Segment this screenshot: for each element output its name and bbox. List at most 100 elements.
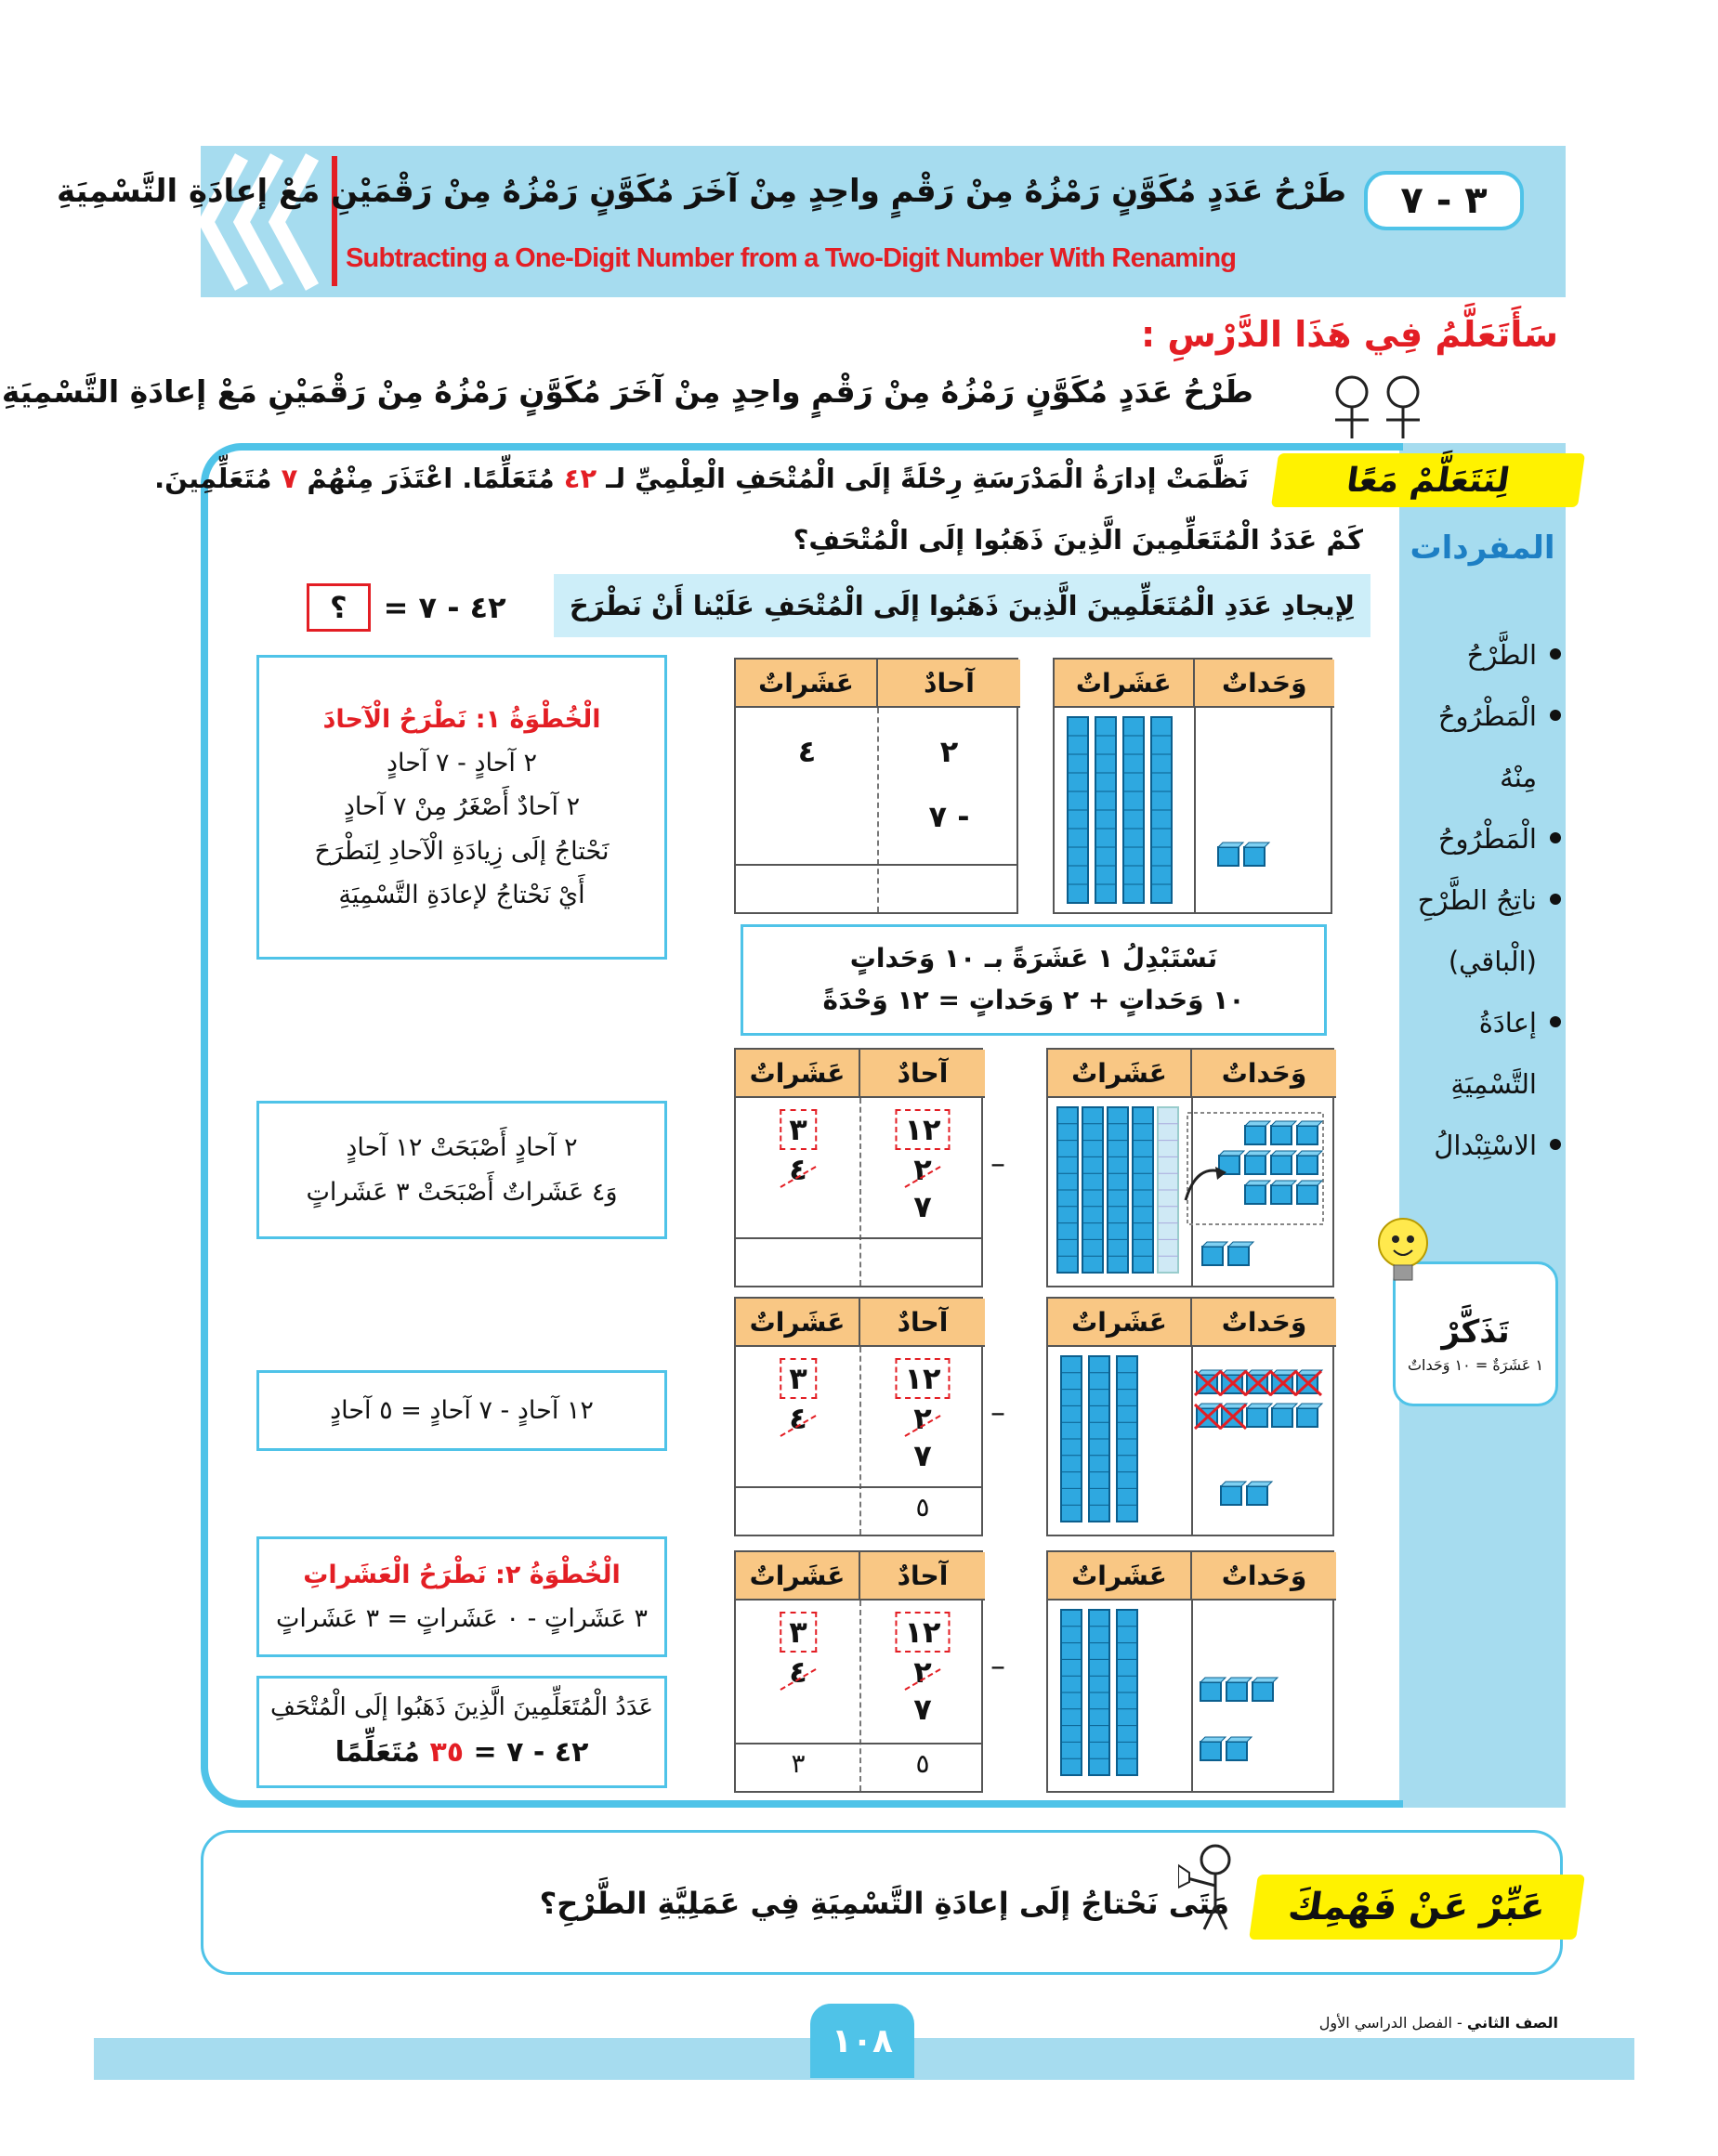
cube-top bbox=[1243, 1150, 1272, 1156]
cube-top bbox=[1225, 1677, 1253, 1683]
explanation-line: ٣ عَشَراتٍ - ٠ عَشَراتٍ = ٣ عَشَراتٍ bbox=[275, 1604, 649, 1633]
vocabulary-term: ناتِجُ الطَّرْحِ (الْباقي) bbox=[1417, 884, 1537, 977]
problem-text: نَظَّمَتْ إدارَةُ الْمَدْرَسَةِ رِحْلَةً… bbox=[154, 463, 1249, 494]
megaphone bbox=[1178, 1863, 1190, 1889]
blocks bbox=[1060, 1609, 1279, 1776]
cross-mark bbox=[1193, 1403, 1223, 1431]
icon-head bbox=[1386, 375, 1420, 409]
explanation-line: وَ٤ عَشَراتٌ أَصْبَحَتْ ٣ عَشَراتٍ bbox=[306, 1177, 618, 1207]
chevron bbox=[268, 153, 320, 291]
explanation-line: ٢ آحادٌ أَصْغَرُ مِنْ ٧ آحادٍ bbox=[343, 792, 581, 822]
cube-top bbox=[1199, 1736, 1227, 1743]
unit-cube bbox=[1244, 1125, 1266, 1145]
vocabulary-term: الْمَطْرُوحُ bbox=[1437, 823, 1537, 855]
bullet bbox=[1550, 832, 1561, 843]
cube-top bbox=[1216, 842, 1245, 848]
place-value-table: عَشَراتٌ آحادٌ ٣ ١٢ ٤ ٢ ٧ bbox=[734, 1048, 985, 1287]
icon-head bbox=[1335, 375, 1369, 409]
explanation-line: ٢ آحادٍ - ٧ آحادٍ bbox=[387, 749, 537, 778]
bullet bbox=[1550, 1139, 1561, 1150]
subtrahend: ٧ bbox=[913, 1692, 932, 1727]
vocabulary-item: إعادَةُ التَّسْمِيَةِ bbox=[1405, 992, 1561, 1115]
remember-heading: تَذَكَّرْ bbox=[1441, 1313, 1510, 1351]
explanation-box: ٢ آحادٍ أَصْبَحَتْ ١٢ آحادٍ وَ٤ عَشَراتٌ … bbox=[256, 1101, 667, 1239]
result-tens: ٣ bbox=[791, 1748, 806, 1779]
equation: ٤٢ - ٧ = ؟ bbox=[307, 583, 506, 632]
page-number: ١٠٨ bbox=[810, 2004, 914, 2078]
table-header: آحادٌ bbox=[878, 660, 1020, 708]
lesson-title-english: Subtracting a One-Digit Number from a Tw… bbox=[346, 243, 1237, 273]
blocks bbox=[1056, 1106, 1324, 1274]
column-divider bbox=[859, 1098, 861, 1286]
renamed-tens: ٣ bbox=[780, 1109, 817, 1150]
crossed-ones: ٢ bbox=[913, 1152, 932, 1187]
vocabulary-heading: المفردات bbox=[1410, 529, 1555, 567]
table-header: عَشَراتٌ bbox=[736, 1050, 860, 1098]
result-ones: ٥ bbox=[915, 1748, 930, 1779]
base-ten-figure: عَشَراتٌ وَحَداتٌ bbox=[1046, 1550, 1336, 1793]
cube-top bbox=[1245, 1403, 1274, 1409]
footer-text: الصف الثاني - الفصل الدراسي الأول bbox=[1319, 2014, 1558, 2032]
figure-header: وَحَداتٌ bbox=[1192, 1299, 1336, 1347]
icon-head bbox=[1200, 1844, 1231, 1875]
base-ten-figure: عَشَراتٌ وَحَداتٌ bbox=[1046, 1048, 1336, 1287]
cross-mark bbox=[1243, 1369, 1273, 1397]
text-segment: ٣٥ bbox=[429, 1736, 465, 1769]
unit-cube bbox=[1296, 1407, 1318, 1428]
cube-top bbox=[1217, 1150, 1246, 1156]
bullet bbox=[1550, 1016, 1561, 1027]
unit-cube bbox=[1217, 846, 1239, 867]
operator: – bbox=[990, 1394, 1005, 1430]
unit-cube bbox=[1243, 846, 1266, 867]
equation-text: ٤٢ - ٧ = bbox=[383, 590, 506, 625]
icon-body bbox=[1187, 1874, 1228, 1930]
cube-top bbox=[1270, 1403, 1299, 1409]
figure-header: وَحَداتٌ bbox=[1194, 660, 1334, 708]
blocks bbox=[1060, 1355, 1324, 1522]
column-divider bbox=[859, 1601, 861, 1791]
answer-equation: ٤٢ - ٧ = ٣٥ مُتَعَلِّمًا bbox=[335, 1729, 589, 1778]
unit-cube bbox=[1200, 1681, 1222, 1702]
unit-cube bbox=[1270, 1125, 1292, 1145]
cube-top bbox=[1243, 1120, 1272, 1127]
figure-header: وَحَداتٌ bbox=[1192, 1552, 1336, 1601]
header-accent bbox=[332, 156, 337, 286]
explanation-box: الْخُطْوَةُ ٢: نَطْرَحُ الْعَشَراتِ ٣ عَش… bbox=[256, 1536, 667, 1657]
cube-top bbox=[1200, 1241, 1229, 1248]
crossed-ones: ٢ bbox=[913, 1654, 932, 1690]
cube-top bbox=[1243, 1180, 1272, 1186]
renamed-tens: ٣ bbox=[780, 1358, 817, 1399]
vocabulary-term: إعادَةُ التَّسْمِيَةِ bbox=[1450, 1007, 1537, 1100]
unit-cube bbox=[1246, 1407, 1268, 1428]
cross-mark bbox=[1218, 1403, 1248, 1431]
place-value-table: عَشَراتٌ آحادٌ ٣ ١٢ ٤ ٢ ٧ ٥ bbox=[734, 1297, 985, 1536]
table-header: عَشَراتٌ bbox=[736, 1299, 860, 1347]
smile bbox=[1393, 1249, 1413, 1256]
unit-cube bbox=[1227, 1246, 1250, 1266]
unit-cube bbox=[1200, 1741, 1222, 1761]
renamed-ones: ١٢ bbox=[895, 1612, 951, 1653]
lightbulb-icon bbox=[1378, 1218, 1428, 1281]
table-header: عَشَراتٌ bbox=[736, 1552, 860, 1601]
text-segment: مُتَعَلِّمًا bbox=[334, 1736, 420, 1769]
crossed-tens: ٤ bbox=[789, 1654, 807, 1690]
cross-mark bbox=[1193, 1369, 1223, 1397]
cube-top bbox=[1219, 1481, 1248, 1487]
explanation-line: ٢ آحادٍ أَصْبَحَتْ ١٢ آحادٍ bbox=[346, 1133, 578, 1163]
unit-cube bbox=[1252, 1681, 1274, 1702]
base-ten-figure: عَشَراتٌ وَحَداتٌ bbox=[1046, 1297, 1336, 1536]
term: - الفصل الدراسي الأول bbox=[1318, 2014, 1462, 2032]
grade: الصف الثاني bbox=[1466, 2014, 1558, 2032]
eye bbox=[1407, 1235, 1414, 1243]
vocabulary-item: الْمَطْرُوحُ bbox=[1405, 808, 1561, 869]
table-header: عَشَراتٌ bbox=[736, 660, 878, 708]
eye bbox=[1392, 1235, 1399, 1243]
exchange-box bbox=[1187, 1112, 1324, 1225]
unit-cube bbox=[1296, 1184, 1318, 1205]
vocabulary-item: ناتِجُ الطَّرْحِ (الْباقي) bbox=[1405, 869, 1561, 992]
instruction-box: لِإيجادِ عَدَدِ الْمُتَعَلِّمِينَ الَّذِ… bbox=[554, 574, 1370, 637]
renamed-ones: ١٢ bbox=[895, 1109, 951, 1150]
cube-top bbox=[1295, 1120, 1324, 1127]
cube-top bbox=[1270, 1369, 1299, 1376]
tens-digit: ٤ bbox=[797, 734, 817, 769]
